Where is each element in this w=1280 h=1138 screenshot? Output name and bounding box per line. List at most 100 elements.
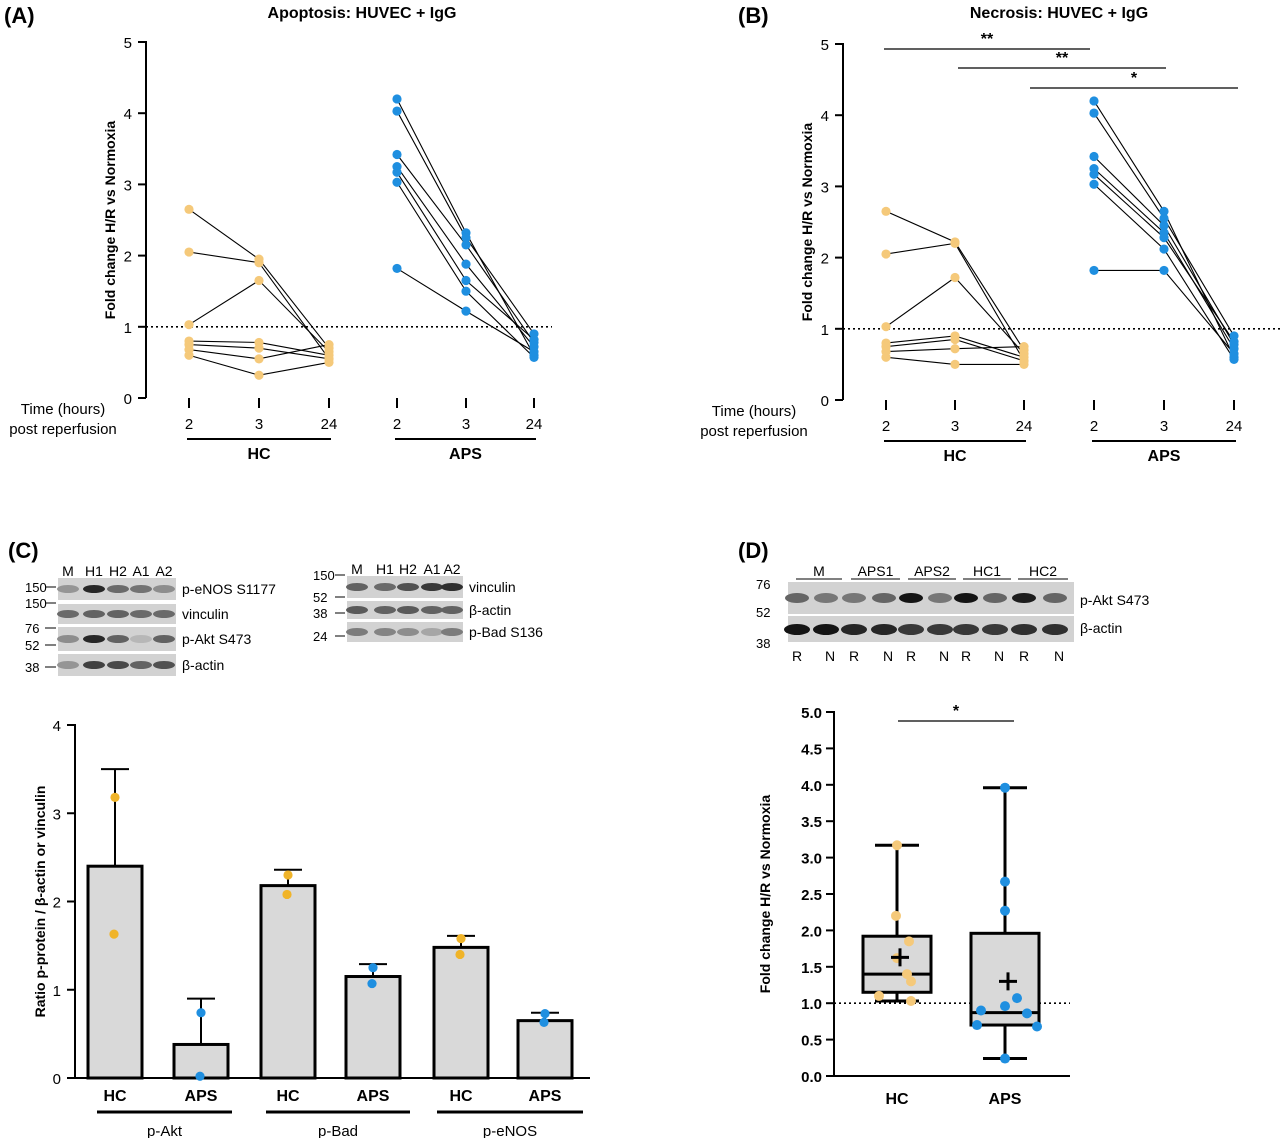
x-tick-label: 24: [1016, 418, 1033, 435]
time-label: Time (hours): [712, 403, 796, 420]
bar-point: [367, 978, 377, 989]
bar-hc: [432, 945, 490, 1080]
blot-band: [57, 635, 79, 643]
x-tick-label: HC: [276, 1088, 300, 1105]
band-label: p-Akt S473: [182, 631, 251, 647]
lane-rn-label: N: [883, 648, 893, 664]
data-point-aps: [461, 275, 471, 286]
box-point: [1000, 905, 1010, 916]
y-tick-label: 4: [124, 106, 132, 123]
lane-rn-label: N: [1054, 648, 1064, 664]
panel-letter-b: (B): [738, 3, 769, 28]
box-point: [891, 910, 901, 921]
band-label: vinculin: [182, 606, 229, 622]
y-tick-label: 0: [124, 391, 132, 408]
lane-label: A1: [132, 563, 149, 579]
x-tick-label: APS: [185, 1088, 218, 1105]
lane-rn-label: R: [849, 648, 859, 664]
mw-label: 52: [756, 605, 770, 620]
x-tick-label: HC: [885, 1091, 909, 1108]
bar-hc: [86, 864, 144, 1080]
data-point-hc: [950, 238, 960, 248]
data-point-aps: [1159, 213, 1169, 224]
blot-band: [153, 635, 175, 643]
blot-band: [842, 593, 866, 603]
blot-band: [441, 606, 463, 614]
data-point-aps: [392, 263, 402, 274]
x-tick-label: 3: [255, 416, 263, 433]
data-point-aps: [1159, 220, 1169, 231]
y-tick-label: 4.5: [801, 741, 822, 758]
data-point-aps: [392, 149, 402, 160]
data-point-aps: [1089, 151, 1099, 162]
series-line-aps: [396, 166, 535, 348]
data-point-hc: [950, 359, 960, 369]
blot-group-label: HC1: [973, 563, 1001, 579]
data-point-aps: [1089, 169, 1099, 179]
series-line-aps: [396, 98, 535, 356]
lane-label: H1: [376, 561, 394, 577]
data-point-aps: [461, 306, 471, 316]
box-point: [902, 969, 912, 980]
blot-band: [441, 583, 463, 591]
bar-point: [455, 949, 465, 960]
data-point-aps: [1159, 206, 1169, 216]
y-tick-label: 3.0: [801, 851, 822, 868]
mw-label: 24: [313, 629, 327, 644]
data-point-hc: [184, 320, 194, 330]
data-point-aps: [392, 167, 402, 177]
data-point-hc: [254, 354, 264, 364]
box-point: [1012, 993, 1022, 1004]
blot-band: [153, 610, 175, 618]
blot-band: [927, 624, 953, 635]
band-label: β-actin: [182, 657, 224, 673]
chart-title-a: Apoptosis: HUVEC + IgG: [268, 5, 457, 22]
blot-band: [814, 593, 838, 603]
data-point-hc: [184, 247, 194, 257]
data-point-aps: [1089, 96, 1099, 106]
y-tick-label: 3: [53, 806, 61, 823]
bar-point: [540, 1008, 550, 1019]
mw-label: 76: [756, 577, 770, 592]
data-point-aps: [461, 286, 471, 296]
box-point: [1032, 1021, 1042, 1032]
data-point-aps: [1159, 244, 1169, 254]
blot-band: [982, 624, 1008, 635]
blot-band: [346, 583, 368, 591]
series-line-aps: [1093, 168, 1235, 350]
data-point-hc: [184, 350, 194, 360]
data-point-hc: [324, 357, 334, 367]
lane-label: A2: [155, 563, 172, 579]
blot-band: [130, 610, 152, 618]
bar-point: [282, 889, 292, 900]
lane-label: M: [351, 561, 363, 577]
lane-label: A1: [423, 561, 440, 577]
blot-band: [153, 661, 175, 669]
band-label: p-Akt S473: [1080, 592, 1149, 608]
chart-title-b: Necrosis: HUVEC + IgG: [970, 5, 1148, 22]
data-point-aps: [1089, 108, 1099, 118]
blot-band: [784, 624, 810, 635]
y-tick-label: 5: [124, 35, 132, 52]
y-tick-label: 2.0: [801, 923, 822, 940]
y-tick-label: 4: [821, 108, 829, 125]
data-point-hc: [950, 344, 960, 354]
blot-band: [374, 583, 396, 591]
x-tick-label: 24: [321, 416, 338, 433]
data-point-hc: [254, 370, 264, 380]
data-point-aps: [392, 106, 402, 116]
blot-band: [813, 624, 839, 635]
x-tick-label: APS: [529, 1088, 562, 1105]
y-tick-label: 0: [53, 1071, 61, 1088]
blot-group-label: APS2: [914, 563, 950, 579]
series-line-aps: [396, 181, 535, 358]
blot-band: [441, 628, 463, 636]
mw-label: 76: [25, 621, 39, 636]
blot-band: [397, 628, 419, 636]
data-point-aps: [461, 240, 471, 250]
blot-band: [1043, 593, 1067, 603]
lane-label: H1: [85, 563, 103, 579]
bar-point: [539, 1017, 549, 1028]
y-axis-label: Fold change H/R vs Normoxia: [799, 123, 815, 322]
